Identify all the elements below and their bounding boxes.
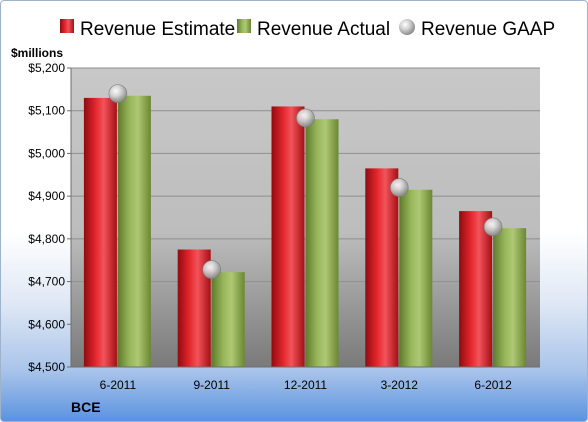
legend-item-gaap: Revenue GAAP — [399, 19, 555, 40]
legend-label-estimate: Revenue Estimate — [80, 19, 235, 40]
bar-revenue-estimate — [83, 97, 117, 368]
bar-revenue-actual — [117, 95, 151, 367]
bar-revenue-estimate — [271, 106, 305, 367]
y-tick-label: $4,800 — [28, 232, 65, 246]
y-tick-label: $5,100 — [28, 104, 65, 118]
marker-revenue-gaap — [389, 178, 409, 197]
legend-swatch-actual — [237, 19, 251, 33]
x-tick-label: 6-2011 — [100, 378, 137, 392]
bar-revenue-actual — [493, 228, 527, 367]
legend-item-estimate: Revenue Estimate — [60, 19, 235, 40]
bar-revenue-estimate — [459, 211, 493, 367]
x-tick-label: 3-2012 — [381, 378, 419, 392]
gaap-markers — [108, 84, 503, 279]
bar-revenue-estimate — [365, 168, 399, 367]
marker-revenue-gaap — [108, 84, 128, 103]
x-tick-label: 6-2012 — [474, 378, 512, 392]
legend-label-gaap: Revenue GAAP — [421, 19, 555, 40]
bar-revenue-actual — [399, 189, 433, 367]
y-tick-label: $5,000 — [28, 146, 65, 160]
legend-swatch-estimate — [60, 19, 74, 33]
legend-item-actual: Revenue Actual — [237, 19, 390, 40]
bar-revenue-actual — [211, 272, 245, 367]
bars — [83, 95, 527, 368]
company-label: BCE — [71, 399, 101, 415]
bar-revenue-actual — [305, 119, 339, 367]
y-tick-label: $4,700 — [28, 275, 65, 289]
legend: Revenue Estimate Revenue Actual Revenue … — [60, 19, 555, 40]
unit-label: $millions — [11, 46, 63, 60]
marker-revenue-gaap — [483, 217, 503, 237]
x-tick-label: 12-2011 — [284, 378, 327, 392]
x-tick-label: 9-2011 — [193, 378, 230, 392]
x-axis: 6-2011 9-2011 12-2011 3-2012 6-2012 — [71, 366, 540, 392]
marker-revenue-gaap — [202, 260, 221, 279]
y-axis: $4,500 $4,600 $4,700 $4,800 $4,900 $5,000 $5,1… — [28, 61, 72, 374]
y-tick-label: $4,500 — [28, 360, 65, 374]
marker-revenue-gaap — [296, 108, 315, 128]
y-tick-label: $5,200 — [28, 61, 65, 75]
y-tick-label: $4,600 — [28, 317, 65, 331]
legend-marker-gaap — [399, 19, 415, 35]
legend-label-actual: Revenue Actual — [257, 19, 390, 40]
y-tick-label: $4,900 — [28, 189, 65, 203]
